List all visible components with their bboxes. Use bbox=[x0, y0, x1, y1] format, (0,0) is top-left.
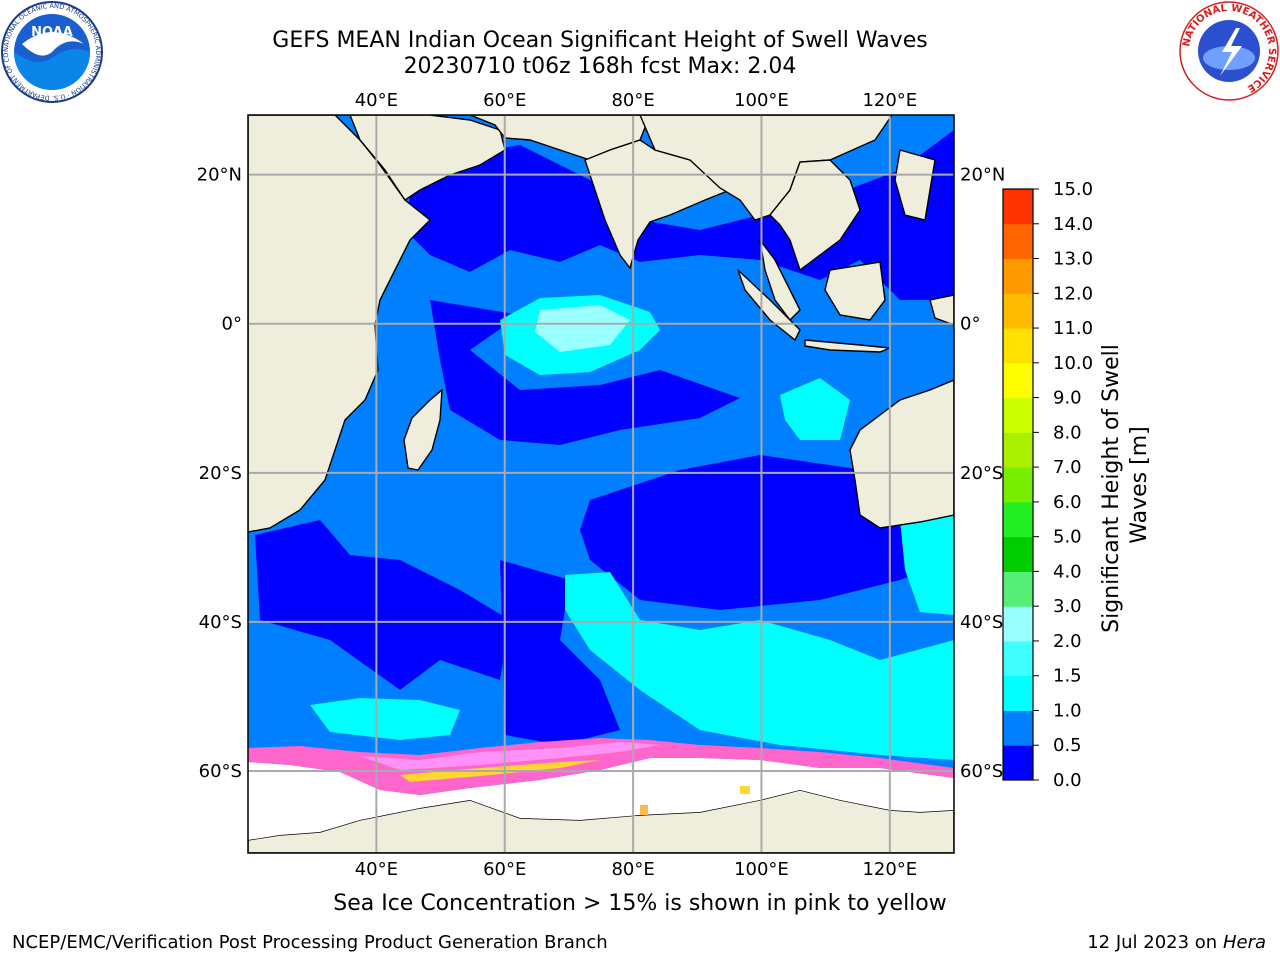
colorbar-frame bbox=[1002, 188, 1034, 781]
lon-label-top: 40°E bbox=[355, 90, 398, 111]
colorbar-tick-label: 2.0 bbox=[1053, 631, 1082, 652]
map-frame bbox=[247, 114, 955, 854]
lat-label-right: 0° bbox=[960, 314, 980, 335]
colorbar-tick-label: 12.0 bbox=[1053, 283, 1093, 304]
colorbar-segment bbox=[1003, 467, 1033, 503]
land-madagascar bbox=[403, 388, 443, 471]
lon-label-bottom: 120°E bbox=[862, 859, 917, 880]
lon-label-top: 80°E bbox=[611, 90, 654, 111]
land-new-guinea bbox=[929, 294, 954, 326]
colorbar-tick-label: 1.0 bbox=[1053, 700, 1082, 721]
colorbar-segment bbox=[1003, 432, 1033, 468]
colorbar-tick-label: 1.5 bbox=[1053, 666, 1082, 687]
colorbar-segment bbox=[1003, 362, 1033, 399]
colorbar-tick-label: 15.0 bbox=[1053, 179, 1093, 200]
footer-credit: NCEP/EMC/Verification Post Processing Pr… bbox=[12, 932, 608, 953]
sea-ice-edge-light bbox=[360, 742, 660, 770]
map-subtitle: 20230710 t06z 168h fcst Max: 2.04 bbox=[403, 54, 797, 79]
lat-label-right: 20°N bbox=[960, 165, 1005, 186]
sea-ice bbox=[248, 758, 954, 840]
land-sumatra bbox=[737, 269, 801, 342]
lon-label-bottom: 100°E bbox=[734, 859, 789, 880]
axis-labels: 40°E 40°E 60°E 60°E 80°E 80°E 100°E 100°E 120°E 1… bbox=[197, 90, 1006, 880]
colorbar-tick-label: 13.0 bbox=[1053, 249, 1093, 270]
sea-ice-caption: Sea Ice Concentration > 15% is shown in … bbox=[333, 891, 947, 916]
lon-label-top: 100°E bbox=[734, 90, 789, 111]
colorbar-tick-label: 6.0 bbox=[1053, 492, 1082, 513]
colorbar-tick-label: 9.0 bbox=[1053, 388, 1082, 409]
colorbar-segment bbox=[1003, 675, 1033, 711]
colorbar-tick-label: 3.0 bbox=[1053, 596, 1082, 617]
noaa-logo: NATIONAL OCEANIC AND ATMOSPHERIC ADMINIS… bbox=[0, 0, 103, 103]
colorbar-segment bbox=[1003, 710, 1033, 746]
swell-region-mid-east bbox=[780, 378, 850, 440]
footer-host: Hera bbox=[1222, 932, 1266, 953]
colorbar-segment bbox=[1003, 501, 1033, 538]
lat-label-left: 20°N bbox=[197, 165, 242, 186]
colorbar-tick-label: 11.0 bbox=[1053, 318, 1093, 339]
lat-label-right: 60°S bbox=[960, 761, 1003, 782]
colorbar-segment bbox=[1003, 328, 1033, 364]
lon-label-top: 120°E bbox=[862, 90, 917, 111]
lon-label-bottom: 80°E bbox=[611, 859, 654, 880]
swell-region-high bbox=[535, 305, 630, 352]
map-title: GEFS MEAN Indian Ocean Significant Heigh… bbox=[272, 28, 928, 53]
swell-region-low-south bbox=[500, 560, 620, 745]
land-india bbox=[584, 139, 732, 270]
svg-text:NOAA: NOAA bbox=[31, 25, 73, 40]
swell-region-mid-southeast bbox=[900, 510, 954, 615]
colorbar-segment bbox=[1003, 293, 1033, 329]
colorbar-segment bbox=[1003, 640, 1033, 677]
colorbar-tick-label: 14.0 bbox=[1053, 214, 1093, 235]
colorbar-segment bbox=[1003, 223, 1033, 260]
lat-label-left: 0° bbox=[222, 314, 242, 335]
swell-region-mid-south bbox=[565, 572, 954, 760]
lat-label-left: 60°S bbox=[199, 761, 242, 782]
sea-ice-patch bbox=[740, 786, 750, 794]
colorbar-tick-label: 7.0 bbox=[1053, 457, 1082, 478]
colorbar-segment bbox=[1003, 745, 1033, 781]
nws-logo: NATIONAL WEATHER SERVICE bbox=[1179, 1, 1279, 101]
colorbar-segment bbox=[1003, 571, 1033, 607]
colorbar-ticks: 0.0 0.5 1.0 1.5 2.0 3.0 4.0 5.0 6.0 7.0 8.0 9.0 10.0… bbox=[1033, 179, 1093, 791]
colorbar-tick-label: 8.0 bbox=[1053, 422, 1082, 443]
swell-region-low-central bbox=[430, 300, 740, 445]
lat-label-right: 20°S bbox=[960, 463, 1003, 484]
colorbar-tick-label: 0.5 bbox=[1053, 735, 1082, 756]
colorbar-segment bbox=[1003, 536, 1033, 572]
land-borneo bbox=[824, 261, 886, 321]
land-java bbox=[804, 339, 891, 353]
swell-region-low-southwest bbox=[255, 520, 510, 690]
colorbar-label: Significant Height of Swell Waves [m] bbox=[1099, 337, 1152, 633]
colorbar-segment bbox=[1003, 258, 1033, 294]
lon-label-bottom: 60°E bbox=[483, 859, 526, 880]
colorbar-tick-label: 5.0 bbox=[1053, 527, 1082, 548]
gridlines bbox=[248, 115, 954, 853]
colorbar-tick-label: 0.0 bbox=[1053, 770, 1082, 791]
swell-region-mid-southwest bbox=[310, 698, 460, 740]
map-area bbox=[248, 115, 954, 853]
land-australia bbox=[849, 379, 954, 529]
lon-label-top: 60°E bbox=[483, 90, 526, 111]
colorbar-tick-label: 10.0 bbox=[1053, 353, 1093, 374]
lat-label-right: 40°S bbox=[960, 612, 1003, 633]
lon-label-bottom: 40°E bbox=[355, 859, 398, 880]
colorbar bbox=[1002, 188, 1034, 781]
lat-label-left: 40°S bbox=[199, 612, 242, 633]
colorbar-segment bbox=[1003, 606, 1033, 642]
colorbar-segment bbox=[1003, 189, 1033, 225]
lat-label-left: 20°S bbox=[199, 463, 242, 484]
footer-date: 12 Jul 2023 on Hera bbox=[1087, 932, 1266, 953]
sea-ice-patch bbox=[640, 805, 648, 815]
land-arabia bbox=[349, 115, 506, 201]
land-indochina bbox=[769, 159, 861, 272]
land-malay bbox=[759, 239, 801, 322]
colorbar-segment bbox=[1003, 397, 1033, 433]
colorbar-tick-label: 4.0 bbox=[1053, 561, 1082, 582]
